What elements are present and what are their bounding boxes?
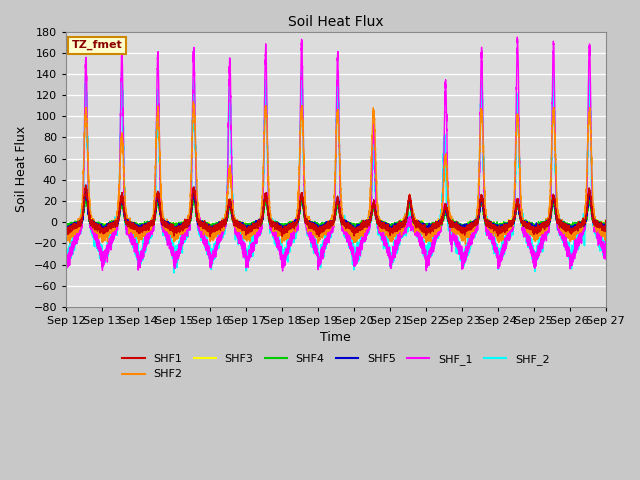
- SHF5: [63, 229, 70, 235]
- SHF2: [62, 235, 70, 240]
- SHF1: [206, 234, 214, 240]
- SHF3: [246, 224, 253, 229]
- SHF3: [472, 219, 479, 225]
- SHF_2: [246, 252, 253, 257]
- SHF3: [82, 187, 90, 192]
- Line: SHF4: SHF4: [66, 197, 605, 228]
- SHF4: [424, 226, 432, 231]
- Title: Soil Heat Flux: Soil Heat Flux: [288, 15, 383, 29]
- SHF5: [457, 225, 465, 230]
- SHF2: [472, 220, 479, 226]
- SHF5: [573, 222, 580, 228]
- SHF4: [472, 220, 479, 226]
- SHF5: [62, 224, 70, 230]
- SHF1: [62, 226, 70, 232]
- Line: SHF_2: SHF_2: [66, 71, 605, 273]
- SHF_2: [317, 248, 325, 254]
- SHF_2: [573, 241, 580, 247]
- SHF3: [573, 221, 580, 227]
- SHF_1: [457, 252, 465, 257]
- SHF4: [246, 222, 253, 228]
- SHF1: [579, 223, 587, 228]
- SHF_2: [298, 68, 305, 74]
- Line: SHF_1: SHF_1: [66, 37, 605, 271]
- SHF5: [472, 220, 479, 226]
- Text: TZ_fmet: TZ_fmet: [72, 40, 122, 50]
- SHF1: [472, 219, 479, 225]
- SHF_1: [472, 222, 479, 228]
- SHF3: [171, 229, 179, 235]
- SHF4: [573, 220, 580, 226]
- SHF2: [579, 220, 587, 226]
- SHF4: [579, 220, 587, 226]
- SHF2: [317, 231, 325, 237]
- SHF5: [190, 187, 198, 193]
- SHF2: [246, 232, 253, 238]
- SHF3: [317, 224, 325, 230]
- SHF1: [457, 226, 465, 231]
- SHF2: [461, 241, 469, 247]
- SHF5: [579, 219, 587, 225]
- SHF4: [602, 219, 609, 225]
- SHF2: [602, 217, 609, 223]
- SHF_2: [170, 270, 178, 276]
- SHF1: [246, 228, 253, 233]
- SHF_2: [457, 250, 465, 255]
- SHF4: [317, 224, 325, 229]
- SHF_1: [602, 221, 609, 227]
- SHF1: [317, 228, 325, 234]
- Line: SHF1: SHF1: [66, 185, 605, 237]
- SHF_1: [317, 253, 325, 259]
- SHF3: [579, 221, 587, 227]
- Line: SHF3: SHF3: [66, 190, 605, 232]
- SHF_1: [573, 250, 580, 255]
- SHF_1: [513, 34, 521, 40]
- Line: SHF5: SHF5: [66, 190, 605, 232]
- SHF3: [602, 220, 609, 226]
- SHF5: [317, 224, 325, 230]
- SHF5: [246, 226, 253, 231]
- SHF1: [82, 182, 90, 188]
- SHF2: [189, 99, 197, 105]
- SHF_2: [602, 222, 609, 228]
- SHF3: [457, 225, 465, 231]
- SHF4: [82, 194, 90, 200]
- SHF_1: [62, 260, 70, 266]
- SHF1: [573, 223, 580, 229]
- SHF4: [457, 223, 465, 228]
- SHF_1: [246, 253, 253, 259]
- SHF2: [573, 231, 580, 237]
- SHF5: [602, 221, 609, 227]
- X-axis label: Time: Time: [321, 332, 351, 345]
- Legend: SHF1, SHF2, SHF3, SHF4, SHF5, SHF_1, SHF_2: SHF1, SHF2, SHF3, SHF4, SHF5, SHF_1, SHF…: [118, 349, 554, 384]
- Line: SHF2: SHF2: [66, 102, 605, 244]
- SHF_2: [472, 223, 479, 228]
- SHF3: [62, 225, 70, 230]
- SHF_1: [279, 268, 287, 274]
- SHF2: [457, 233, 465, 239]
- SHF_2: [62, 262, 70, 268]
- SHF_2: [579, 218, 587, 224]
- SHF1: [602, 218, 609, 224]
- SHF4: [62, 222, 70, 228]
- SHF_1: [579, 223, 587, 228]
- Y-axis label: Soil Heat Flux: Soil Heat Flux: [15, 126, 28, 212]
